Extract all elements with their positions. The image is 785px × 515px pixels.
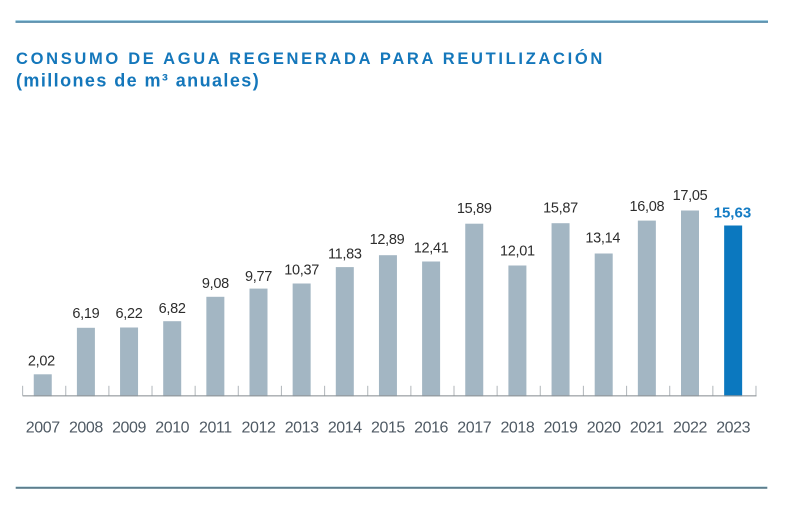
svg-text:2,02: 2,02: [28, 354, 55, 370]
svg-text:11,83: 11,83: [328, 247, 362, 263]
svg-text:9,08: 9,08: [202, 276, 229, 292]
svg-text:10,37: 10,37: [284, 263, 319, 279]
svg-text:12,89: 12,89: [370, 232, 405, 248]
svg-text:12,41: 12,41: [414, 241, 449, 257]
svg-text:2015: 2015: [371, 420, 405, 437]
svg-text:6,82: 6,82: [159, 301, 186, 317]
svg-text:17,05: 17,05: [673, 188, 708, 204]
svg-text:2013: 2013: [285, 420, 319, 437]
svg-text:2017: 2017: [457, 420, 491, 437]
svg-text:15,63: 15,63: [714, 205, 752, 222]
svg-text:2014: 2014: [328, 420, 362, 437]
svg-text:2012: 2012: [242, 420, 276, 437]
svg-text:6,22: 6,22: [116, 306, 143, 322]
svg-text:16,08: 16,08: [629, 199, 664, 215]
svg-text:2020: 2020: [587, 420, 621, 437]
svg-text:15,89: 15,89: [457, 201, 492, 217]
svg-text:2021: 2021: [630, 420, 664, 437]
svg-text:15,87: 15,87: [543, 201, 578, 217]
svg-text:2023: 2023: [716, 420, 750, 437]
svg-text:CONSUMO DE AGUA REGENERADA PAR: CONSUMO DE AGUA REGENERADA PARA REUTILIZ…: [16, 49, 605, 68]
svg-text:2009: 2009: [112, 420, 146, 437]
svg-text:2008: 2008: [69, 420, 103, 437]
svg-text:(millones de m³ anuales): (millones de m³ anuales): [16, 70, 260, 90]
svg-text:2018: 2018: [500, 420, 534, 437]
svg-text:12,01: 12,01: [500, 244, 535, 260]
svg-text:2011: 2011: [199, 420, 232, 437]
svg-text:2010: 2010: [155, 420, 189, 437]
svg-text:2016: 2016: [414, 420, 448, 437]
svg-text:9,77: 9,77: [245, 269, 272, 285]
svg-text:6,19: 6,19: [72, 306, 99, 322]
svg-text:13,14: 13,14: [585, 231, 620, 247]
svg-text:2007: 2007: [26, 420, 60, 437]
svg-text:2019: 2019: [544, 420, 578, 437]
svg-text:2022: 2022: [673, 420, 707, 437]
